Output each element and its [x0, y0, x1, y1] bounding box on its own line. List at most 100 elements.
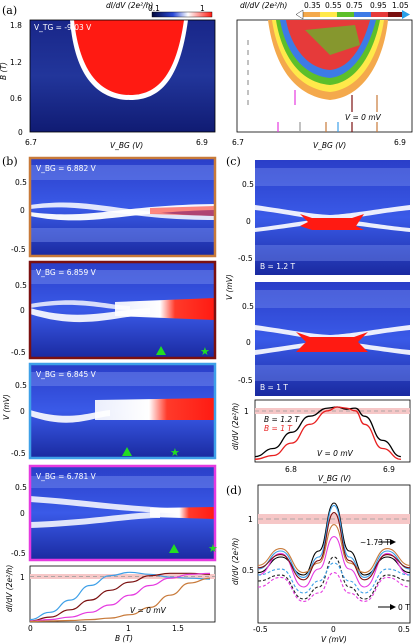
panel-a-xtick-1: 6.9	[196, 138, 208, 147]
panel-c-line-annotation: V = 0 mV	[317, 449, 354, 458]
panel-b-line-xtick-0: 0	[28, 624, 33, 633]
panel-b-line-annotation: V = 0 mV	[130, 606, 167, 615]
panel-b-label-1: V_BG = 6.882 V	[36, 164, 97, 173]
chart-b-bottom-series-1	[29, 572, 211, 622]
chart-d-series-5	[257, 556, 411, 600]
panel-c-1-ytick-1: 0	[246, 217, 251, 226]
panel-d-ylabel: dI/dV (2e²/h)	[231, 538, 240, 585]
panel-b-map-1	[28, 156, 217, 258]
chart-d-series-1	[257, 504, 411, 578]
panel-c-line-ytick: 1	[244, 407, 249, 416]
panel-d-xtick-2: 0.5	[398, 625, 410, 634]
svg-text:★: ★	[208, 542, 218, 555]
panel-a-right-colorbar	[295, 9, 410, 20]
panel-b-4-ytick-1: 0	[20, 509, 25, 518]
chart-b-bottom-series-0	[29, 571, 211, 621]
panel-a-right-map	[236, 19, 413, 133]
panel-c-label-1: B = 1.2 T	[260, 262, 296, 271]
panel-a-ytick-3: 0	[18, 128, 23, 137]
panel-b-1-ytick-2: -0.5	[11, 245, 26, 254]
panel-c-line-xtick-1: 6.9	[383, 465, 395, 474]
panel-a-right-xtick-1: 6.9	[394, 138, 406, 147]
panel-d-annotation-low: 0 T	[398, 603, 410, 612]
panel-b-line-plot	[29, 565, 216, 623]
panel-d-ytick-0: 1	[248, 515, 253, 524]
panel-a-xtick-0: 6.7	[25, 138, 37, 147]
panel-d-xlabel: V (mV)	[321, 635, 347, 644]
panel-a-vtg-label: V_TG = -9.03 V	[34, 23, 92, 32]
panel-d-ytick-1: 0.5	[242, 566, 254, 575]
panel-a-right-cbar-tick-1: 0.55	[325, 1, 342, 10]
panel-b-2-ytick-1: 0	[20, 306, 25, 315]
panel-d-xtick-0: -0.5	[253, 625, 268, 634]
panel-d-line-plot	[257, 484, 411, 624]
panel-a-ytick-1: 1.2	[10, 58, 22, 67]
chart-b-bottom-series-2	[29, 572, 211, 622]
chart-d-series-7	[257, 572, 411, 602]
panel-label-d: (d)	[226, 484, 242, 497]
svg-text:★: ★	[200, 345, 210, 358]
panel-a-cbar-tick-1: 1	[200, 4, 205, 13]
panel-a-right-xtick-0: 6.7	[232, 138, 244, 147]
panel-c-legend-0: B = 1.2 T	[264, 415, 301, 424]
panel-b-2-ytick-2: -0.5	[11, 348, 26, 357]
panel-a-right-cbar-tick-0: 0.35	[304, 1, 321, 10]
panel-b-label-2: V_BG = 6.859 V	[36, 268, 97, 277]
panel-c-line-xlabel: V_BG (V)	[318, 474, 351, 483]
panel-a-colorbar	[151, 11, 213, 18]
panel-a-right-xlabel: V_BG (V)	[313, 141, 346, 150]
panel-a-right-cbar-tick-2: 0.75	[346, 1, 363, 10]
panel-a-right-cbar-label: dI/dV (2e²/h)	[240, 1, 287, 10]
chart-d-series-4	[257, 512, 411, 581]
panel-c-line-ylabel: dI/dV (2e²/h)	[231, 403, 240, 450]
panel-c-label-2: B = 1 T	[260, 383, 288, 392]
panel-a-right-annotation: V = 0 mV	[345, 113, 382, 122]
panel-c-line-xtick-0: 6.8	[285, 465, 297, 474]
panel-a-right-cbar-tick-4: 1.05	[392, 1, 409, 10]
panel-b-line-xtick-1: 0.5	[75, 624, 87, 633]
panel-label-c: (c)	[226, 155, 241, 168]
chart-d-series-6	[257, 562, 411, 594]
panel-b-map-2: ★	[28, 260, 217, 360]
svg-text:★: ★	[170, 446, 180, 459]
panel-b-4-ytick-0: 0.5	[15, 483, 27, 492]
panel-b-line-ylabel: dI/dV (2e²/h)	[5, 565, 14, 612]
panel-b-3-ytick-1: 0	[20, 407, 25, 416]
panel-a-xlabel: V_BG (V)	[110, 141, 143, 150]
panel-c-1-ytick-2: -0.5	[238, 254, 253, 263]
panel-c-ylabel: V (mV)	[225, 274, 234, 300]
panel-b-line-xtick-2: 1	[126, 624, 131, 633]
panel-c-2-ytick-0: 0.5	[242, 302, 254, 311]
panel-b-line-ytick: 1	[20, 573, 25, 582]
panel-b-map-4: ★	[28, 464, 218, 562]
panel-c-line-plot	[254, 399, 411, 463]
panel-b-1-ytick-1: 0	[20, 206, 25, 215]
panel-label-a: (a)	[2, 4, 17, 17]
panel-a-cbar-tick-0: 0.1	[148, 4, 160, 13]
panel-b-3-ytick-2: -0.5	[11, 449, 26, 458]
panel-d-annotation-high: ~1.73 T	[360, 538, 390, 547]
panel-b-ylabel: V (mV)	[2, 394, 11, 420]
panel-c-2-ytick-2: -0.5	[238, 376, 253, 385]
panel-b-1-ytick-0: 0.5	[15, 178, 27, 187]
panel-b-line-xtick-3: 1.5	[172, 624, 184, 633]
panel-c-2-ytick-1: 0	[246, 338, 251, 347]
chart-b-bottom-series-3	[29, 577, 211, 623]
panel-b-3-ytick-0: 0.5	[15, 381, 27, 390]
panel-label-b: (b)	[2, 155, 18, 168]
panel-a-right-cbar-tick-3: 0.95	[370, 1, 387, 10]
chart-d-series-3	[257, 524, 411, 574]
panel-c-map-1	[255, 160, 410, 275]
panel-b-label-4: V_BG = 6.781 V	[36, 472, 97, 481]
panel-b-2-ytick-0: 0.5	[15, 281, 27, 290]
panel-c-1-ytick-0: 0.5	[242, 180, 254, 189]
panel-a-ylabel: B (T)	[0, 62, 8, 80]
panel-c-map-2	[255, 282, 410, 396]
panel-a-ytick-2: 0.6	[10, 94, 22, 103]
panel-b-map-3: ★	[28, 362, 217, 460]
panel-c-legend-1: B = 1 T	[264, 424, 293, 433]
panel-b-label-3: V_BG = 6.845 V	[36, 370, 97, 379]
panel-a-colorbar-label: dI/dV (2e²/h)	[106, 1, 153, 10]
chart-c-bottom-series-1	[254, 406, 401, 460]
